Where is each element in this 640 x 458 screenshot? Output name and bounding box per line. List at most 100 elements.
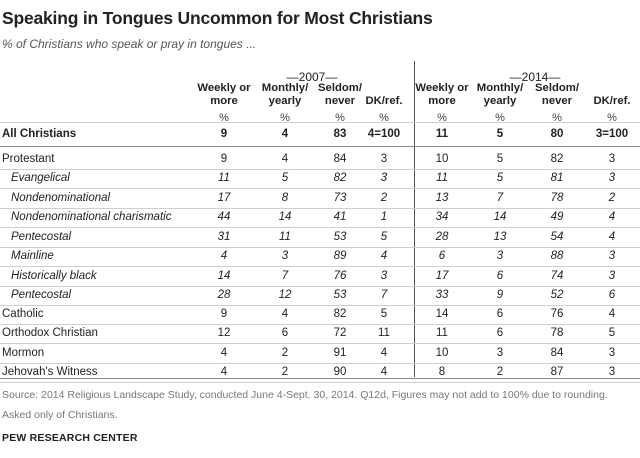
column-header-2014-1: Weekly or more [415, 82, 469, 107]
cell-2007-4: 7 [380, 289, 388, 301]
column-header-2007-4: DK/ref. [365, 95, 403, 107]
cell-2007-1: 9 [220, 308, 228, 320]
cell-2014-3: 54 [550, 231, 564, 243]
cell-2007-2: 3 [281, 250, 289, 262]
table-row: Nondenominational charismatic 44 14 41 1 34 14… [0, 208, 640, 228]
table-row: Mainline 4 3 89 4 6 3 88 3 [0, 247, 640, 267]
table-row: Nondenominational 17 8 73 2 13 7 78 2 [0, 189, 640, 209]
row-divider [0, 169, 640, 170]
cell-2007-4: 4 [380, 347, 388, 359]
cell-2014-3: 88 [550, 250, 564, 262]
group-header-2014: —2014— [509, 70, 561, 84]
cell-2014-2: 13 [493, 231, 507, 243]
cell-2014-1: 8 [438, 366, 446, 378]
percent-symbol: % [379, 112, 389, 124]
cell-2014-1: 10 [435, 347, 449, 359]
cell-2007-2: 11 [279, 231, 291, 243]
cell-2007-3: 72 [333, 327, 347, 339]
cell-2014-3: 84 [550, 347, 564, 359]
row-divider [0, 286, 640, 287]
cell-2014-4: 3=100 [595, 128, 629, 140]
cell-2007-2: 6 [281, 327, 289, 339]
cell-2014-1: 11 [435, 128, 449, 140]
percent-symbol: % [552, 112, 562, 124]
cell-2007-2: 14 [278, 211, 292, 223]
row-label: Jehovah's Witness [2, 366, 98, 378]
cell-2014-3: 78 [550, 192, 564, 204]
cell-2007-3: 82 [333, 172, 347, 184]
brand-logo-text: PEW RESEARCH CENTER [2, 432, 138, 444]
row-label: Nondenominational [11, 192, 111, 204]
cell-2007-1: 31 [217, 231, 231, 243]
cell-2007-1: 28 [217, 289, 231, 301]
cell-2014-1: 10 [435, 153, 449, 165]
table-bottom-divider [0, 378, 640, 379]
cell-2007-2: 12 [278, 289, 292, 301]
cell-2007-3: 53 [333, 289, 347, 301]
cell-2014-3: 82 [550, 153, 564, 165]
row-divider [0, 188, 640, 189]
cell-2007-4: 3 [380, 153, 388, 165]
cell-2007-3: 91 [333, 347, 347, 359]
cell-2014-1: 13 [435, 192, 449, 204]
table-row: Jehovah's Witness 4 2 90 4 8 2 87 3 [0, 363, 640, 383]
cell-2007-1: 9 [220, 128, 228, 140]
row-label: Mormon [2, 347, 45, 359]
cell-2007-2: 8 [281, 192, 289, 204]
cell-2007-1: 4 [220, 250, 228, 262]
cell-2007-2: 4 [281, 308, 289, 320]
row-divider [0, 146, 640, 147]
row-divider [0, 247, 640, 248]
cell-2014-3: 81 [550, 172, 564, 184]
column-header-2007-3: Seldom/ never [318, 82, 362, 107]
cell-2014-2: 5 [496, 172, 504, 184]
cell-2007-3: 90 [333, 366, 347, 378]
cell-2007-1: 9 [220, 153, 228, 165]
cell-2007-4: 4 [380, 250, 388, 262]
cell-2014-2: 6 [496, 308, 504, 320]
cell-2007-1: 14 [217, 270, 231, 282]
row-divider [0, 324, 640, 325]
cell-2014-1: 11 [436, 172, 448, 184]
column-divider [414, 61, 415, 377]
cell-2007-1: 12 [217, 327, 231, 339]
cell-2007-4: 11 [378, 327, 390, 339]
cell-2014-3: 78 [550, 327, 564, 339]
cell-2014-4: 3 [608, 172, 616, 184]
cell-2007-1: 4 [220, 366, 228, 378]
cell-2014-2: 5 [496, 153, 504, 165]
cell-2014-2: 3 [496, 347, 504, 359]
cell-2007-1: 17 [217, 192, 231, 204]
page-title: Speaking in Tongues Uncommon for Most Ch… [2, 8, 433, 28]
cell-2007-3: 41 [333, 211, 347, 223]
cell-2007-2: 5 [281, 172, 289, 184]
cell-2007-3: 83 [333, 128, 347, 140]
row-label: Protestant [2, 153, 55, 165]
cell-2007-3: 53 [333, 231, 347, 243]
row-label: Pentecostal [11, 289, 72, 301]
cell-2014-4: 4 [608, 211, 616, 223]
cell-2014-4: 3 [608, 250, 616, 262]
cell-2007-4: 5 [380, 231, 388, 243]
cell-2007-3: 89 [333, 250, 347, 262]
row-divider [0, 343, 640, 344]
row-divider [0, 382, 640, 383]
table-row: Historically black 14 7 76 3 17 6 74 3 [0, 267, 640, 287]
cell-2007-4: 4=100 [367, 128, 401, 140]
cell-2007-3: 84 [333, 153, 347, 165]
row-label: Evangelical [11, 172, 70, 184]
subtitle: % of Christians who speak or pray in ton… [2, 37, 257, 51]
percent-symbol: % [280, 112, 290, 124]
source-note: Source: 2014 Religious Landscape Study, … [2, 389, 608, 401]
cell-2007-1: 4 [220, 347, 228, 359]
cell-2014-4: 4 [608, 231, 616, 243]
cell-2007-2: 2 [281, 347, 289, 359]
footnote: Asked only of Christians. [2, 409, 118, 421]
cell-2007-4: 3 [380, 172, 388, 184]
cell-2014-2: 9 [496, 289, 504, 301]
cell-2014-2: 14 [493, 211, 507, 223]
cell-2014-3: 80 [550, 128, 564, 140]
cell-2007-4: 4 [380, 366, 388, 378]
cell-2007-4: 3 [380, 270, 388, 282]
column-header-2014-4: DK/ref. [593, 95, 631, 107]
